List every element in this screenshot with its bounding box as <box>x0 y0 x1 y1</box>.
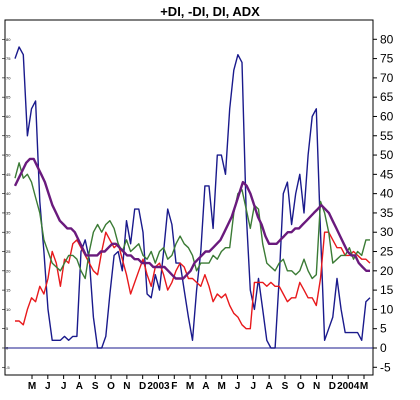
x-tick-label: D <box>139 381 146 392</box>
chart-title: +DI, -DI, DI, ADX <box>160 4 260 19</box>
y-tick-label-left: 5 <box>6 326 9 331</box>
y-axis-left: -5 0 5 10 15 20 25 30 35 40 45 50 55 60 65 70 75 80 <box>2 37 11 370</box>
series-group <box>13 46 371 349</box>
series-line-1 <box>14 46 371 349</box>
x-tick-label: O <box>107 381 115 392</box>
y-tick-label: 30 <box>380 225 394 239</box>
y-tick-label-left: 25 <box>6 249 11 254</box>
x-tick-label: M <box>186 381 194 392</box>
x-tick-label: M <box>218 381 226 392</box>
y-tick-label-left: 40 <box>6 191 11 196</box>
x-tick-label: D <box>329 381 336 392</box>
y-tick-label-left: 65 <box>6 95 11 100</box>
y-tick-label-left: 20 <box>6 268 11 273</box>
y-tick-label-left: 45 <box>6 172 11 177</box>
y-tick-label-left: 70 <box>6 75 11 80</box>
series-line-4 <box>13 157 370 280</box>
x-tick-label: J <box>251 381 257 392</box>
series-line-2 <box>15 231 371 330</box>
y-tick-label-left: 55 <box>6 133 11 138</box>
series-line-3 <box>14 162 370 280</box>
y-tick-label-left: -5 <box>6 365 10 370</box>
y-tick-label: 60 <box>380 109 394 123</box>
x-tick-label: O <box>297 381 305 392</box>
y-tick-label: 55 <box>380 129 394 143</box>
x-tick-label: A <box>266 381 273 392</box>
x-tick-label: A <box>76 381 83 392</box>
y-tick-label: 45 <box>380 167 394 181</box>
x-tick-label: A <box>202 381 209 392</box>
y-tick-label: 35 <box>380 206 394 220</box>
y-tick-label: 0 <box>380 341 387 355</box>
x-tick-label: J <box>45 381 51 392</box>
y-tick-label-left: 35 <box>6 210 11 215</box>
y-tick-label: 70 <box>380 71 394 85</box>
x-tick-label: S <box>282 381 289 392</box>
y-tick-label-left: 10 <box>6 307 11 312</box>
x-tick-label: 2004 <box>337 381 360 392</box>
x-tick-label: M <box>28 381 36 392</box>
y-tick-label: 80 <box>380 32 394 46</box>
x-tick-label: N <box>313 381 320 392</box>
y-tick-label-left: 60 <box>6 114 11 119</box>
y-tick-label: -5 <box>380 360 391 374</box>
y-tick-label-left: 30 <box>6 230 11 235</box>
x-tick-label: S <box>92 381 99 392</box>
y-tick-label: 25 <box>380 245 394 259</box>
y-tick-label-left: 50 <box>6 153 11 158</box>
x-tick-label: M <box>360 381 368 392</box>
y-tick-label: 5 <box>380 322 387 336</box>
y-tick-label: 10 <box>380 302 394 316</box>
y-tick-label: 65 <box>380 90 394 104</box>
y-tick-label-left: 15 <box>6 288 11 293</box>
plot-frame <box>4 19 374 376</box>
y-tick-label-left: 75 <box>6 56 11 61</box>
y-axis-right: -5 0 5 10 15 20 25 30 35 40 45 50 55 60 65 70 75 80 <box>373 32 394 374</box>
x-tick-label: F <box>171 381 177 392</box>
x-tick-label: J <box>61 381 67 392</box>
y-tick-label-left: 0 <box>6 345 9 350</box>
y-tick-label: 40 <box>380 187 394 201</box>
x-tick-label: 2003 <box>147 381 170 392</box>
x-tick-label: N <box>123 381 130 392</box>
x-tick-label: J <box>235 381 241 392</box>
x-axis: M J J A S O N D 2003 F M A M J J A S O N D 2004 M <box>28 375 368 392</box>
y-tick-label: 15 <box>380 283 394 297</box>
y-tick-label-left: 80 <box>6 37 11 42</box>
y-tick-label: 20 <box>380 264 394 278</box>
y-tick-label: 50 <box>380 148 394 162</box>
y-tick-label: 75 <box>380 52 394 66</box>
